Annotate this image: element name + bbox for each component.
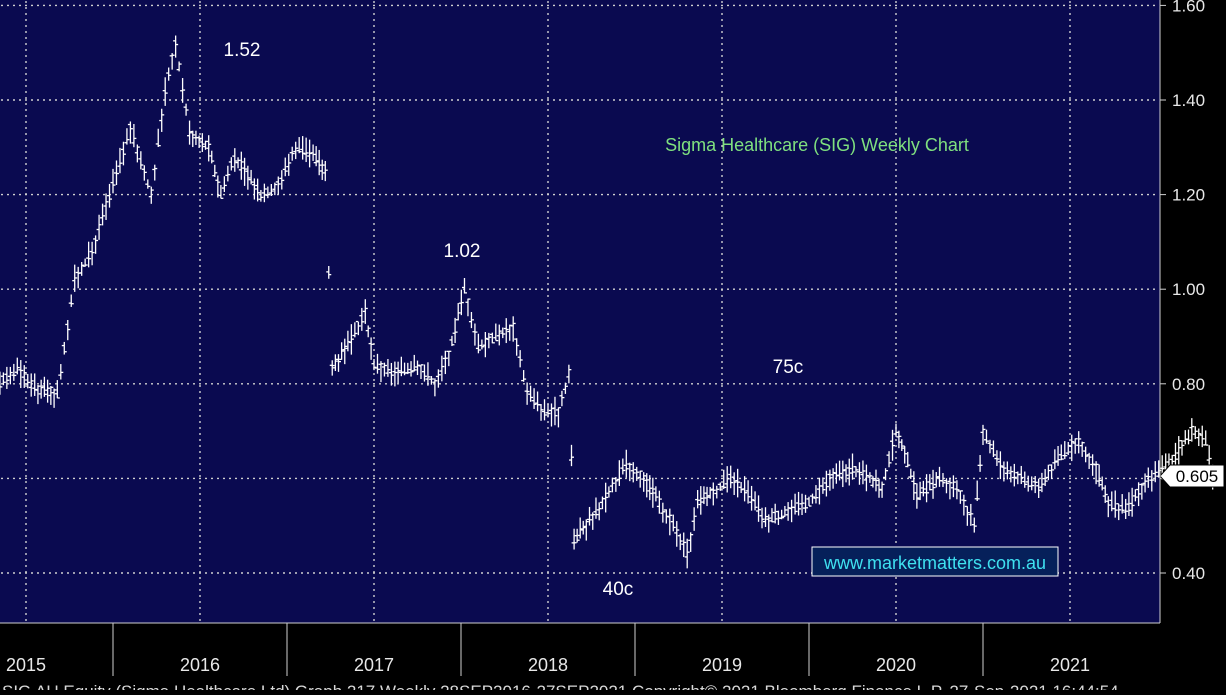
annotation-label: 1.02 bbox=[444, 241, 481, 262]
annotation-label: 40c bbox=[603, 579, 634, 600]
grid-lines bbox=[1, 1, 1166, 676]
x-tick-label: 2015 bbox=[6, 655, 46, 675]
y-tick-label: 1.00 bbox=[1172, 280, 1205, 299]
x-tick-label: 2019 bbox=[702, 655, 742, 675]
axis-panel-right bbox=[1160, 0, 1226, 690]
website-label-box bbox=[811, 546, 1059, 577]
chart-title: Sigma Healthcare (SIG) Weekly Chart bbox=[665, 135, 969, 155]
website-label: www.marketmatters.com.au bbox=[823, 553, 1046, 573]
annotation-label: 75c bbox=[773, 357, 804, 378]
y-tick-label: 1.60 bbox=[1172, 0, 1205, 15]
y-tick-label: 0.80 bbox=[1172, 375, 1205, 394]
annotation-label: 1.52 bbox=[224, 40, 261, 61]
x-tick-label: 2021 bbox=[1050, 655, 1090, 675]
chart-labels: 0.400.600.801.001.201.401.60201520162017… bbox=[6, 0, 1225, 675]
x-tick-label: 2016 bbox=[180, 655, 220, 675]
x-tick-label: 2017 bbox=[354, 655, 394, 675]
last-value-label: 0.605 bbox=[1176, 467, 1219, 486]
y-tick-label: 1.20 bbox=[1172, 186, 1205, 205]
axis-panel-bottom bbox=[0, 623, 1160, 690]
last-value-marker bbox=[1159, 464, 1225, 488]
chart-footer: SIG AU Equity (Sigma Healthcare Ltd) Gra… bbox=[2, 682, 1119, 690]
y-tick-label: 0.40 bbox=[1172, 564, 1205, 583]
x-tick-label: 2020 bbox=[876, 655, 916, 675]
y-tick-label: 1.40 bbox=[1172, 91, 1205, 110]
x-tick-label: 2018 bbox=[528, 655, 568, 675]
